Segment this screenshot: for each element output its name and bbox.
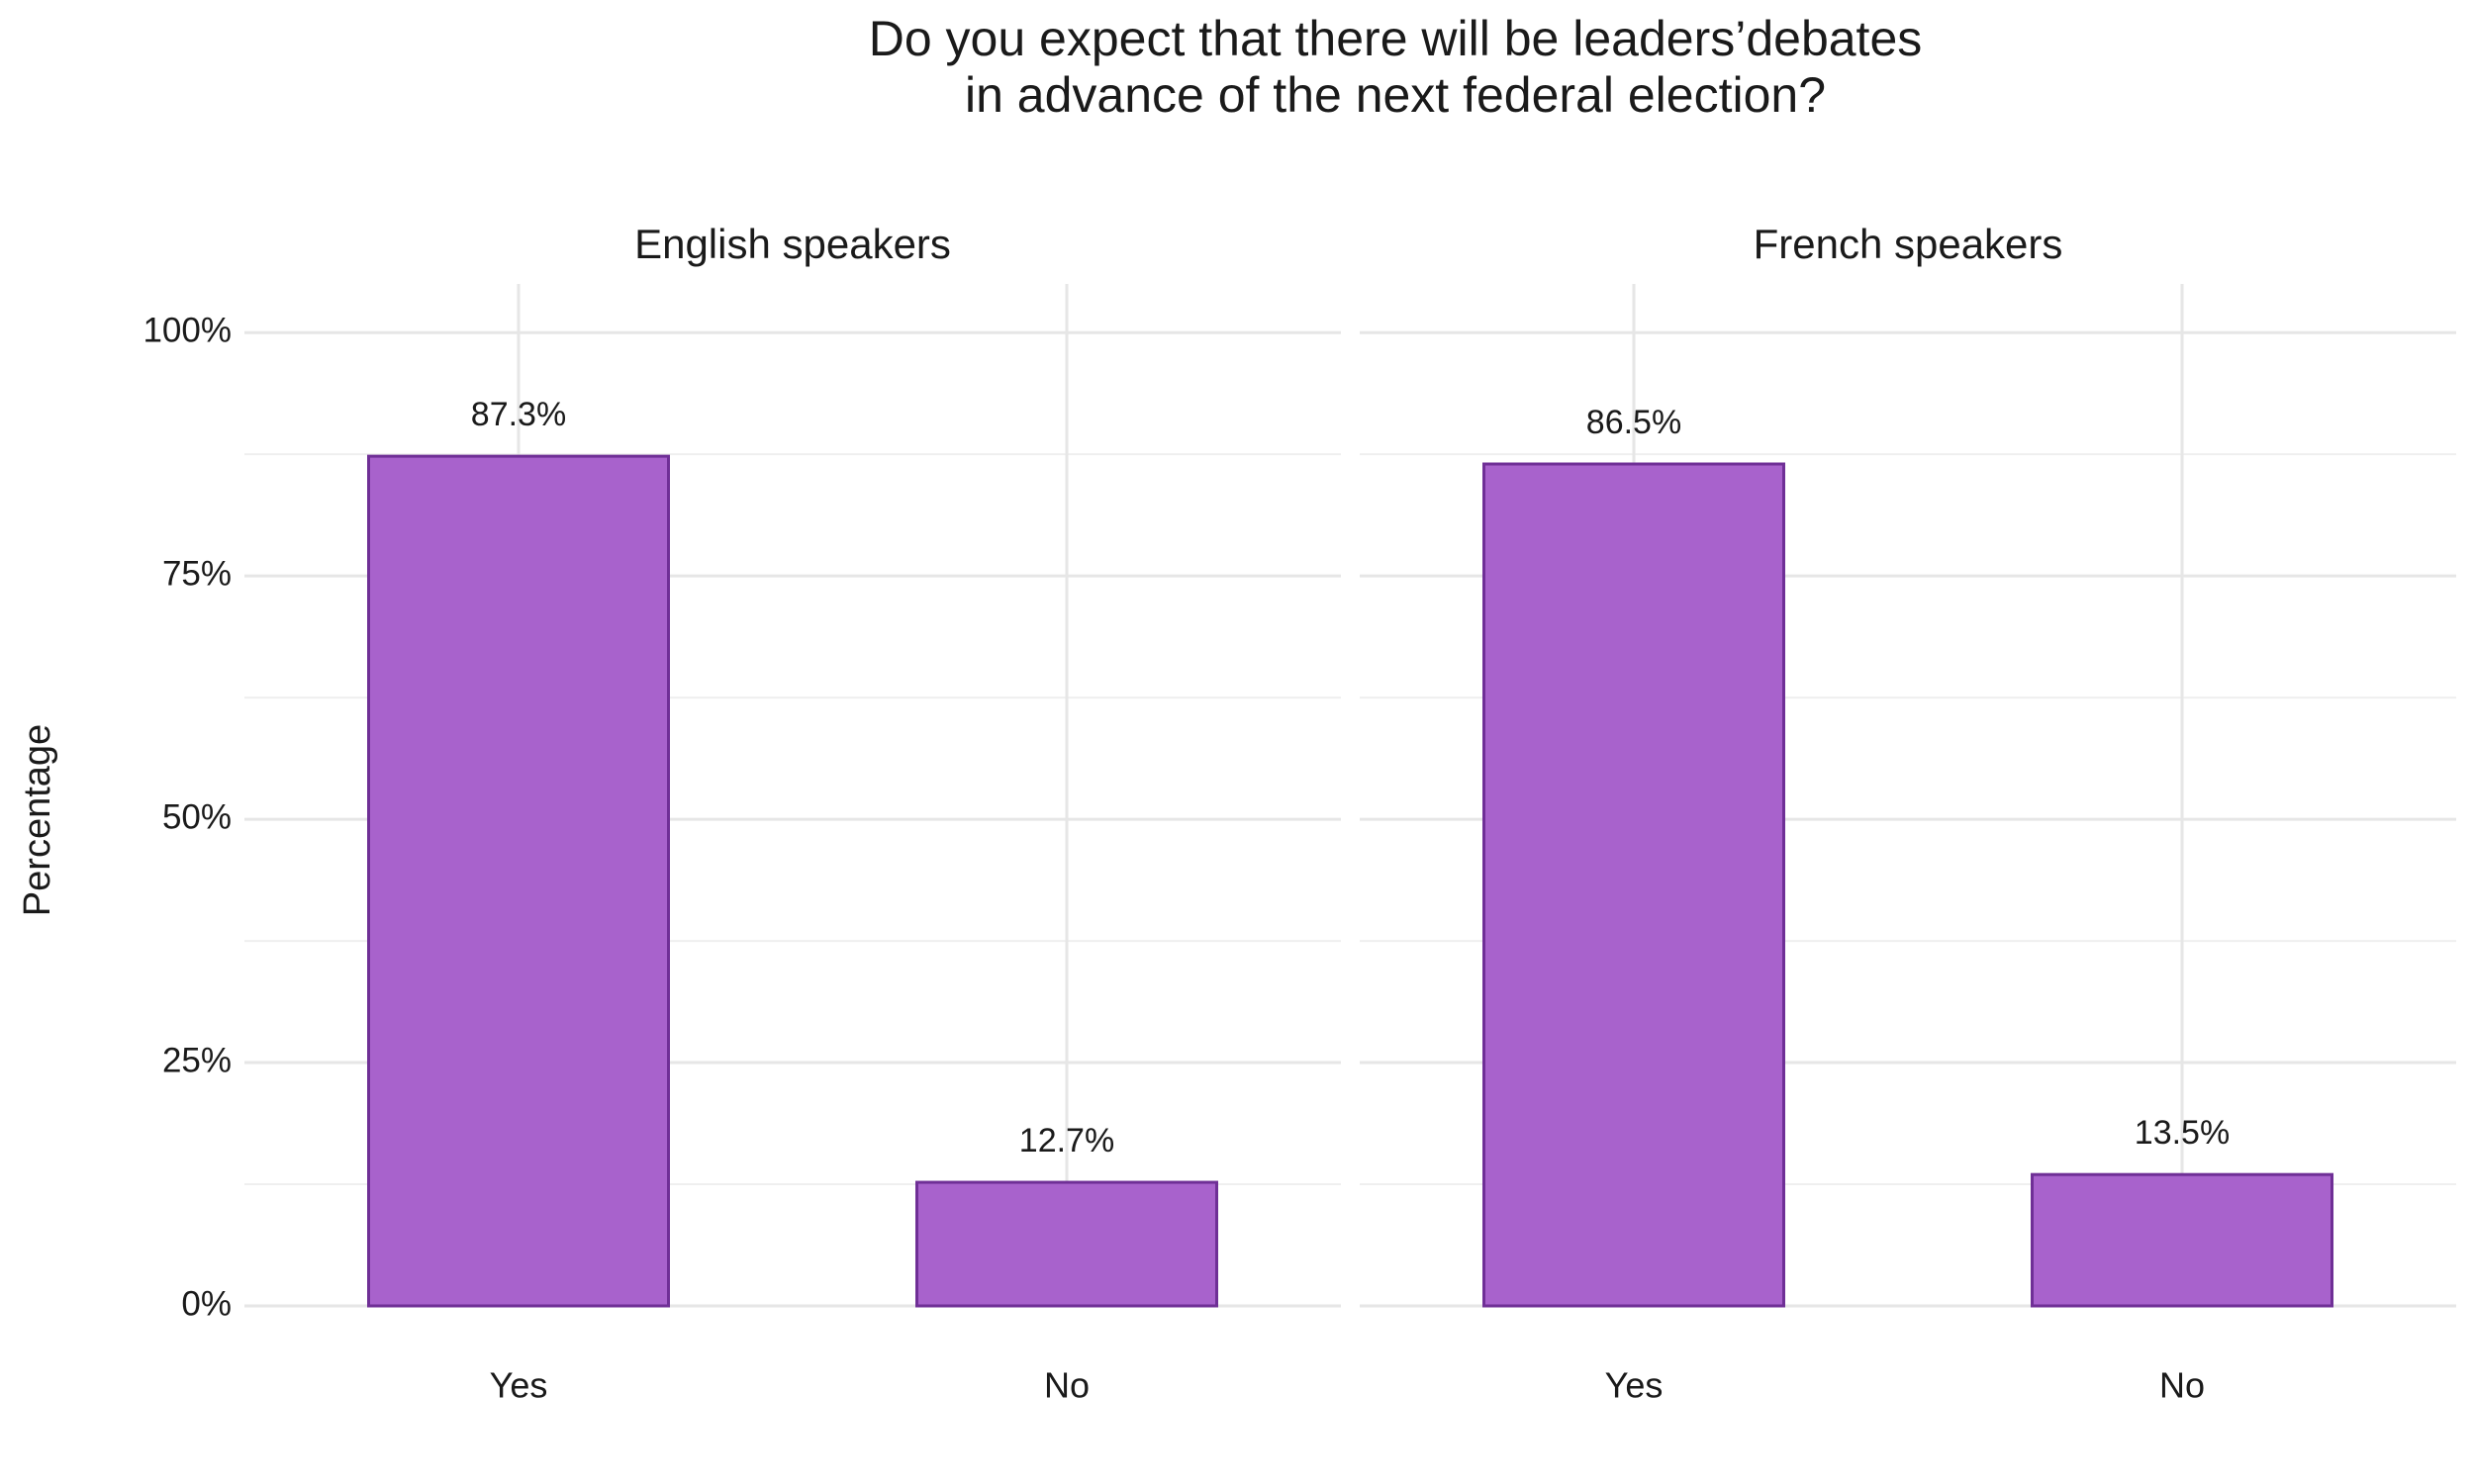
chart-title: in advance of the next federal election? <box>965 67 1826 123</box>
y-axis-label: Percentage <box>17 724 58 916</box>
y-tick-label: 75% <box>162 554 232 593</box>
x-tick-label: No <box>1044 1365 1090 1406</box>
y-tick-label: 100% <box>143 311 232 349</box>
y-tick-label: 50% <box>162 797 232 836</box>
value-label: 86.5% <box>1586 404 1681 441</box>
bar <box>2031 1172 2333 1308</box>
value-label: 12.7% <box>1019 1122 1114 1159</box>
bar <box>367 454 670 1308</box>
y-tick-label: 0% <box>181 1284 232 1323</box>
facet-title: English speakers <box>634 221 951 267</box>
facet-title: French speakers <box>1754 221 2063 267</box>
bar <box>915 1180 1218 1308</box>
chart-title: Do you expect that there will be leaders… <box>869 11 1923 66</box>
x-tick-label: No <box>2159 1365 2205 1406</box>
bar <box>1482 462 1785 1308</box>
x-tick-label: Yes <box>490 1365 548 1406</box>
x-tick-label: Yes <box>1605 1365 1664 1406</box>
y-tick-label: 25% <box>162 1041 232 1079</box>
value-label: 13.5% <box>2135 1114 2230 1152</box>
value-label: 87.3% <box>471 396 566 433</box>
